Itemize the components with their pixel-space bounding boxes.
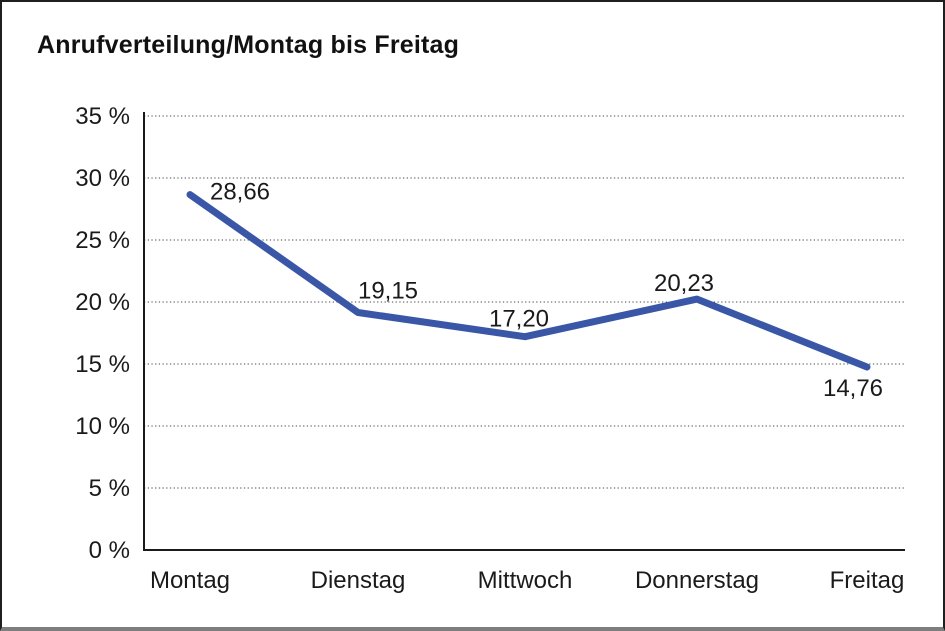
x-category-label: Mittwoch	[478, 567, 573, 594]
y-tick-label: 5 %	[89, 475, 130, 502]
data-point-label: 19,15	[358, 278, 418, 305]
data-point-label: 20,23	[654, 270, 714, 297]
y-tick-label: 35 %	[75, 103, 130, 130]
x-category-label: Donnerstag	[635, 567, 759, 594]
y-tick-label: 15 %	[75, 351, 130, 378]
y-tick-label: 25 %	[75, 227, 130, 254]
series-line	[186, 191, 871, 371]
y-tick-label: 10 %	[75, 413, 130, 440]
x-category-label: Montag	[150, 567, 230, 594]
x-category-label: Dienstag	[311, 567, 406, 594]
x-category-label: Freitag	[830, 567, 905, 594]
y-tick-label: 0 %	[89, 537, 130, 564]
y-tick-label: 30 %	[75, 165, 130, 192]
y-tick-label: 20 %	[75, 289, 130, 316]
chart-title: Anrufverteilung/Montag bis Freitag	[37, 31, 460, 59]
data-point-label: 17,20	[489, 306, 549, 333]
data-point-label: 14,76	[823, 375, 883, 402]
data-point-label: 28,66	[210, 179, 270, 206]
